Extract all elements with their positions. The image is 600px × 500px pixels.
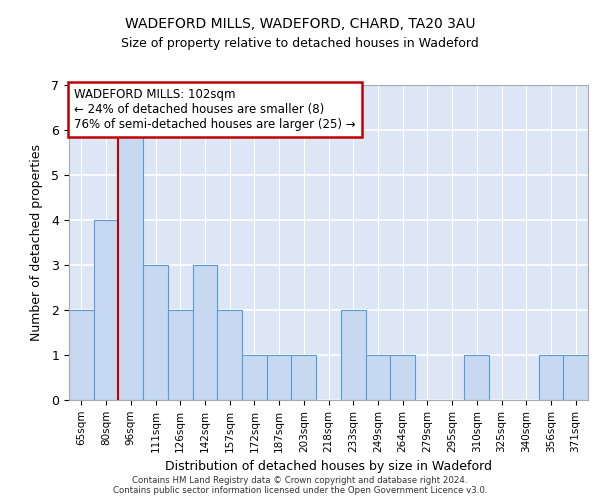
Bar bbox=[193, 265, 217, 400]
Bar bbox=[143, 265, 168, 400]
Bar bbox=[267, 355, 292, 400]
Text: Size of property relative to detached houses in Wadeford: Size of property relative to detached ho… bbox=[121, 38, 479, 51]
X-axis label: Distribution of detached houses by size in Wadeford: Distribution of detached houses by size … bbox=[165, 460, 492, 473]
Bar bbox=[69, 310, 94, 400]
Bar bbox=[390, 355, 415, 400]
Bar bbox=[365, 355, 390, 400]
Bar bbox=[94, 220, 118, 400]
Bar bbox=[539, 355, 563, 400]
Bar bbox=[242, 355, 267, 400]
Text: WADEFORD MILLS, WADEFORD, CHARD, TA20 3AU: WADEFORD MILLS, WADEFORD, CHARD, TA20 3A… bbox=[125, 18, 475, 32]
Bar bbox=[217, 310, 242, 400]
Bar bbox=[292, 355, 316, 400]
Y-axis label: Number of detached properties: Number of detached properties bbox=[30, 144, 43, 341]
Text: Contains HM Land Registry data © Crown copyright and database right 2024.: Contains HM Land Registry data © Crown c… bbox=[132, 476, 468, 485]
Bar bbox=[168, 310, 193, 400]
Text: Contains public sector information licensed under the Open Government Licence v3: Contains public sector information licen… bbox=[113, 486, 487, 495]
Text: WADEFORD MILLS: 102sqm
← 24% of detached houses are smaller (8)
76% of semi-deta: WADEFORD MILLS: 102sqm ← 24% of detached… bbox=[74, 88, 356, 131]
Bar bbox=[341, 310, 365, 400]
Bar bbox=[464, 355, 489, 400]
Bar bbox=[118, 130, 143, 400]
Bar bbox=[563, 355, 588, 400]
